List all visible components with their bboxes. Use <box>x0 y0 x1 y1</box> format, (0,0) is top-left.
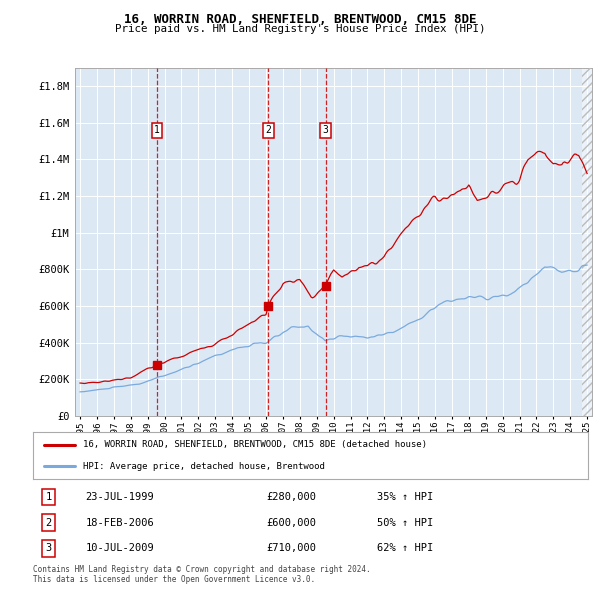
Text: 35% ↑ HPI: 35% ↑ HPI <box>377 492 433 502</box>
Text: Price paid vs. HM Land Registry's House Price Index (HPI): Price paid vs. HM Land Registry's House … <box>115 24 485 34</box>
Text: 16, WORRIN ROAD, SHENFIELD, BRENTWOOD, CM15 8DE: 16, WORRIN ROAD, SHENFIELD, BRENTWOOD, C… <box>124 13 476 26</box>
Text: 2: 2 <box>46 518 52 527</box>
Bar <box>581 68 592 416</box>
Text: 1: 1 <box>46 492 52 502</box>
Text: 1: 1 <box>154 125 160 135</box>
Text: 16, WORRIN ROAD, SHENFIELD, BRENTWOOD, CM15 8DE (detached house): 16, WORRIN ROAD, SHENFIELD, BRENTWOOD, C… <box>83 440 427 449</box>
Text: 3: 3 <box>46 543 52 553</box>
Text: 62% ↑ HPI: 62% ↑ HPI <box>377 543 433 553</box>
Text: 18-FEB-2006: 18-FEB-2006 <box>86 518 154 527</box>
Text: £710,000: £710,000 <box>266 543 316 553</box>
Text: £280,000: £280,000 <box>266 492 316 502</box>
Text: 10-JUL-2009: 10-JUL-2009 <box>86 543 154 553</box>
Text: 3: 3 <box>323 125 329 135</box>
Text: HPI: Average price, detached house, Brentwood: HPI: Average price, detached house, Bren… <box>83 462 325 471</box>
Text: 23-JUL-1999: 23-JUL-1999 <box>86 492 154 502</box>
Text: £600,000: £600,000 <box>266 518 316 527</box>
Text: Contains HM Land Registry data © Crown copyright and database right 2024.
This d: Contains HM Land Registry data © Crown c… <box>33 565 371 584</box>
Bar <box>581 68 592 416</box>
Text: 2: 2 <box>265 125 271 135</box>
Text: 50% ↑ HPI: 50% ↑ HPI <box>377 518 433 527</box>
